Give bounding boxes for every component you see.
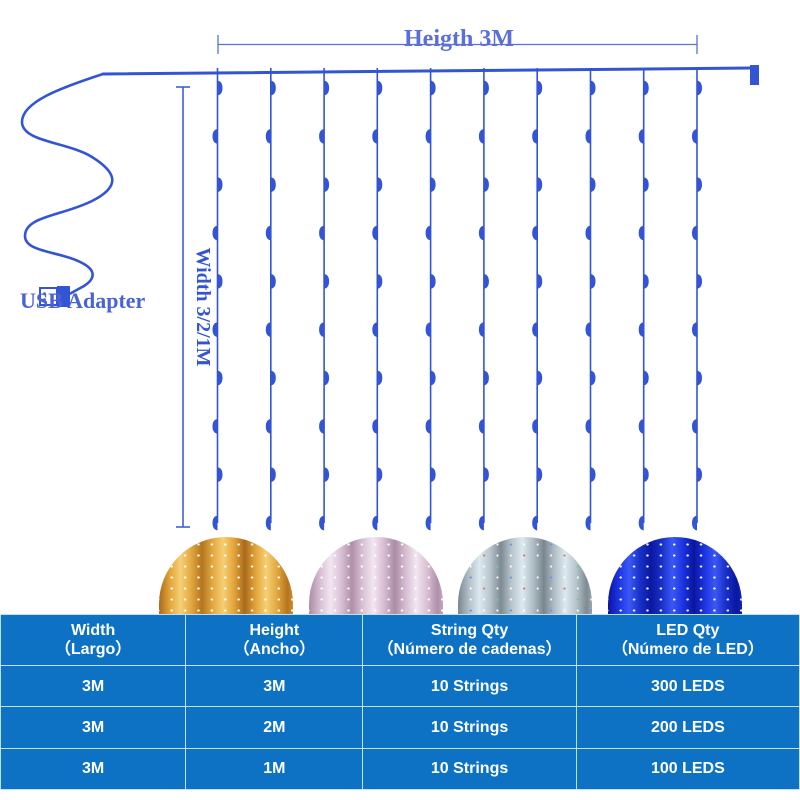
svg-text:Heigth 3M: Heigth 3M: [404, 26, 514, 52]
svg-text:USB Adapter: USB Adapter: [20, 288, 146, 313]
svg-text:Width 3/2/1M: Width 3/2/1M: [192, 247, 214, 366]
